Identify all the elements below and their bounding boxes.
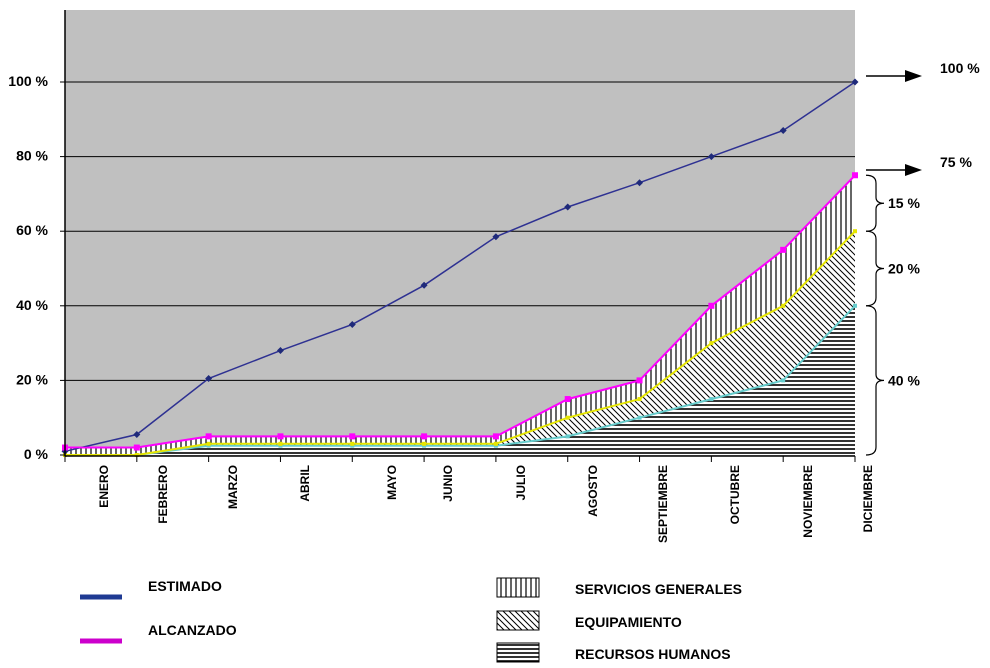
x-tick-label: JUNIO [441, 465, 455, 502]
point-alcanzado [780, 246, 787, 253]
y-tick-label: 40 % [16, 297, 48, 313]
y-tick-label: 0 % [24, 446, 49, 462]
legend-label-alcanzado: ALCANZADO [148, 622, 237, 638]
annotation-brace-label: 15 % [888, 195, 920, 211]
point-estimado [205, 375, 213, 383]
area-recursos-humanos [65, 305, 855, 455]
y-tick-label: 80 % [16, 148, 48, 164]
point-alcanzado [421, 433, 428, 440]
point-estimado [420, 281, 428, 289]
area-equipamiento [65, 231, 855, 455]
x-tick-label: JULIO [514, 465, 528, 500]
area-point-recursos-humanos [565, 434, 570, 439]
x-tick-label: MARZO [226, 465, 240, 509]
series-line-alcanzado [65, 174, 856, 449]
x-tick-label: SEPTIEMBRE [656, 465, 670, 543]
point-alcanzado [205, 433, 212, 440]
x-tick-label: ABRIL [298, 465, 312, 502]
legend-label-estimado: ESTIMADO [148, 578, 222, 594]
annotation-brace [865, 230, 885, 307]
point-alcanzado [852, 172, 858, 179]
area-line-equipamiento [65, 230, 856, 456]
legend-label-equipamiento: EQUIPAMIENTO [575, 614, 682, 630]
area-point-equipamiento [206, 441, 211, 446]
area-point-equipamiento [565, 415, 570, 420]
x-tick-label: AGOSTO [586, 465, 600, 517]
point-alcanzado [133, 444, 140, 451]
axes: 0 % 20 % 40 % 60 % 80 % 100 % ENERO FEBRERO MARZ… [8, 10, 875, 543]
area-point-recursos-humanos [709, 397, 714, 402]
point-alcanzado [636, 377, 643, 384]
area-point-equipamiento [493, 441, 498, 446]
x-tick-label: OCTUBRE [728, 465, 742, 524]
area-point-equipamiento [134, 453, 139, 457]
annotation-arrowhead [905, 164, 922, 176]
area-point-recursos-humanos [853, 303, 857, 308]
x-tick-label: DICIEMBRE [861, 465, 875, 532]
legend-swatch-recursos-humanos [496, 642, 540, 663]
y-tick-label: 20 % [16, 371, 48, 387]
y-tick-label: 60 % [16, 222, 48, 238]
area-point-equipamiento [853, 229, 857, 234]
area-point-equipamiento [637, 397, 642, 402]
area-point-recursos-humanos [781, 378, 786, 383]
annotation-brace-label: 40 % [888, 372, 920, 388]
legend: ESTIMADO ALCANZADO SERVICIOS GENERALES EQUI… [80, 577, 742, 663]
annotation-arrow-label: 100 % [940, 60, 980, 76]
area-point-recursos-humanos [637, 415, 642, 420]
point-alcanzado [708, 302, 715, 309]
point-alcanzado [349, 433, 356, 440]
right-annotations: 100 % 75 % 15 % 20 % 40 % [865, 60, 980, 456]
x-tick-label: NOVIEMBRE [801, 465, 815, 538]
point-estimado [492, 233, 500, 241]
legend-swatch-equipamiento [496, 610, 540, 631]
area-point-equipamiento [278, 441, 283, 446]
point-estimado [348, 320, 356, 328]
x-tick-label: MAYO [385, 465, 399, 500]
point-estimado [133, 430, 141, 438]
area-point-equipamiento [422, 441, 427, 446]
point-estimado [564, 203, 572, 211]
series-line-estimado [64, 81, 856, 453]
annotation-brace [865, 305, 885, 456]
point-estimado [779, 126, 787, 134]
point-estimado [276, 347, 284, 355]
area-line-recursos-humanos [65, 305, 856, 456]
point-estimado [851, 78, 859, 86]
annotation-brace-label: 20 % [888, 261, 920, 277]
point-alcanzado [492, 433, 499, 440]
x-tick-label: FEBRERO [156, 465, 170, 524]
legend-label-servicios-generales: SERVICIOS GENERALES [575, 581, 742, 597]
series-lines [61, 78, 859, 455]
annotation-arrow-label: 75 % [940, 154, 972, 170]
annotation-arrowhead [905, 70, 922, 82]
area-point-equipamiento [709, 341, 714, 346]
point-estimado [636, 179, 644, 187]
area-point-equipamiento [350, 441, 355, 446]
area-point-equipamiento [781, 303, 786, 308]
legend-label-recursos-humanos: RECURSOS HUMANOS [575, 646, 731, 662]
point-alcanzado [564, 396, 571, 403]
point-alcanzado [277, 433, 284, 440]
y-tick-label: 100 % [8, 73, 48, 89]
point-estimado [707, 153, 715, 161]
x-tick-label: ENERO [97, 465, 111, 508]
legend-swatch-servicios-generales [496, 577, 540, 598]
annotation-brace [865, 174, 885, 232]
